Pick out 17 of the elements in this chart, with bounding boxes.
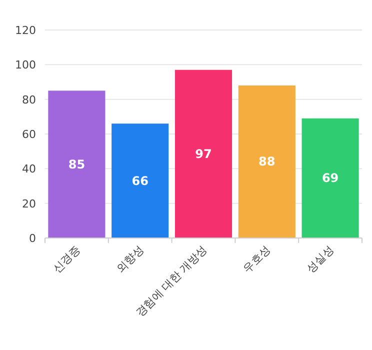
bar [48, 90, 106, 238]
bar [238, 85, 296, 238]
bar [302, 118, 359, 238]
data-label: 66 [132, 174, 148, 188]
y-tick-label: 40 [22, 162, 36, 176]
bar [112, 124, 169, 238]
data-label: 85 [68, 157, 86, 172]
data-label: 69 [322, 171, 339, 186]
data-label: 88 [258, 154, 276, 169]
y-tick-label: 100 [15, 58, 36, 72]
y-tick-label: 0 [29, 232, 36, 245]
bar [174, 70, 232, 238]
y-tick-label: 120 [15, 24, 36, 37]
data-label: 97 [195, 146, 212, 161]
y-tick-label: 20 [22, 197, 36, 210]
y-tick-label: 80 [22, 93, 36, 106]
y-tick-label: 60 [22, 128, 36, 141]
